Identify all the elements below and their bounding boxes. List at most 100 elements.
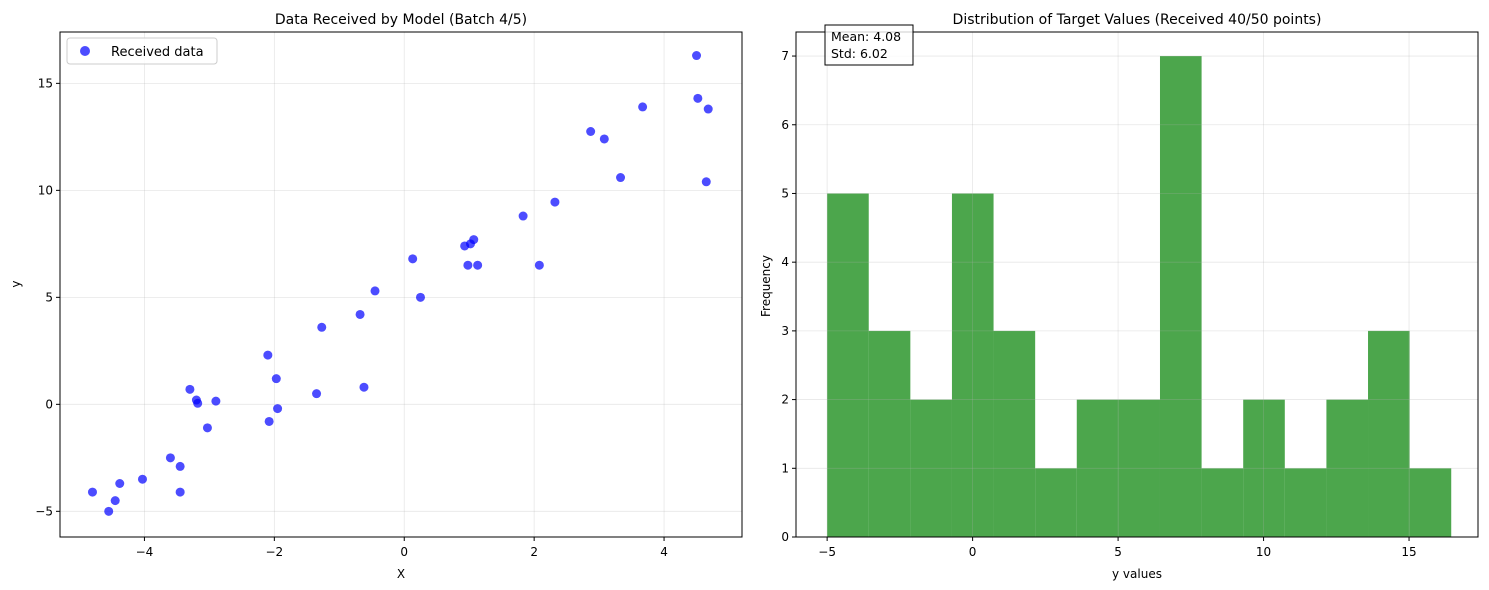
- stats-annotation: Mean: 4.08 Std: 6.02: [824, 24, 914, 66]
- histogram-y-ticks: 0 1 2 3 4 5 6 7: [781, 49, 796, 544]
- scatter-grid: [60, 32, 742, 537]
- scatter-x-tick-label: 0: [400, 545, 408, 559]
- histogram-bar: [1159, 56, 1202, 538]
- scatter-point: [193, 398, 203, 408]
- scatter-y-label: y: [9, 280, 23, 287]
- legend-box: [66, 37, 218, 65]
- scatter-plot: Data Received by Model (Batch 4/5) −4 −2 0…: [9, 12, 743, 581]
- scatter-x-ticks: −4 −2 0 2 4: [136, 537, 668, 559]
- scatter-point: [703, 104, 713, 114]
- scatter-point: [616, 173, 626, 183]
- scatter-point: [473, 260, 483, 270]
- scatter-point: [312, 389, 322, 399]
- scatter-title: Data Received by Model (Batch 4/5): [275, 12, 527, 28]
- stats-box: [824, 24, 914, 66]
- scatter-point: [550, 197, 560, 207]
- stats-std: Std: 6.02: [831, 46, 888, 61]
- scatter-point: [185, 384, 195, 394]
- scatter-frame: [59, 31, 743, 538]
- scatter-point: [211, 396, 221, 406]
- histogram-y-tick-label: 5: [781, 186, 789, 200]
- scatter-point: [273, 404, 283, 414]
- scatter-point: [638, 102, 648, 112]
- scatter-y-tick-label: 5: [45, 290, 53, 304]
- scatter-point: [463, 260, 473, 270]
- scatter-point: [355, 309, 365, 319]
- histogram-y-tick-label: 4: [781, 255, 789, 269]
- legend-label: Received data: [111, 45, 204, 60]
- scatter-point: [264, 416, 274, 426]
- scatter-x-tick-label: 4: [660, 545, 668, 559]
- histogram-bar: [1118, 399, 1160, 537]
- histogram-bar: [1243, 399, 1285, 537]
- histogram-y-label: Frequency: [759, 255, 773, 317]
- histogram-bar: [1284, 468, 1327, 537]
- histogram-y-tick-label: 3: [781, 324, 789, 338]
- histogram-y-tick-label: 6: [781, 118, 789, 132]
- scatter-point: [175, 487, 185, 497]
- histogram-bar: [951, 193, 994, 537]
- scatter-point: [370, 286, 380, 296]
- histogram-bar: [1201, 468, 1244, 537]
- scatter-x-label: X: [397, 567, 405, 581]
- histogram-bar: [1409, 468, 1452, 537]
- legend-marker: [80, 46, 90, 56]
- scatter-point: [202, 423, 212, 433]
- scatter-point: [692, 51, 702, 61]
- scatter-y-ticks: −5 0 5 10 15: [35, 76, 60, 518]
- scatter-y-tick-label: −5: [35, 504, 53, 518]
- histogram-x-tick-label: 15: [1401, 545, 1416, 559]
- histogram-x-label: y values: [1112, 567, 1162, 581]
- scatter-point: [693, 93, 703, 103]
- scatter-point: [87, 487, 97, 497]
- histogram-x-tick-label: 0: [969, 545, 977, 559]
- scatter-y-tick-label: 15: [38, 76, 53, 90]
- scatter-x-tick-label: 2: [530, 545, 538, 559]
- stats-mean: Mean: 4.08: [831, 29, 901, 44]
- histogram-bar: [1368, 330, 1410, 537]
- scatter-point: [469, 235, 479, 245]
- histogram-bar: [910, 399, 952, 537]
- scatter-point: [586, 127, 596, 137]
- scatter-point: [415, 292, 425, 302]
- scatter-point: [110, 496, 120, 506]
- scatter-point: [701, 177, 711, 187]
- histogram-bar: [1035, 468, 1077, 537]
- scatter-point: [175, 461, 185, 471]
- histogram-bar: [827, 193, 869, 537]
- histogram-bar: [868, 330, 911, 537]
- histogram-x-tick-label: −5: [818, 545, 836, 559]
- scatter-point: [317, 322, 327, 332]
- scatter-point: [104, 506, 114, 516]
- scatter-y-tick-label: 0: [45, 397, 53, 411]
- histogram-plot: Distribution of Target Values (Received …: [759, 12, 1479, 581]
- histogram-bar: [1076, 399, 1119, 537]
- histogram-y-tick-label: 2: [781, 393, 789, 407]
- histogram-y-tick-label: 7: [781, 49, 789, 63]
- scatter-point: [408, 254, 418, 264]
- scatter-points: [87, 51, 713, 516]
- scatter-x-tick-label: −2: [265, 545, 283, 559]
- scatter-point: [271, 374, 281, 384]
- scatter-point: [165, 453, 175, 463]
- histogram-bar: [993, 330, 1036, 537]
- scatter-y-tick-label: 10: [38, 183, 53, 197]
- histogram-frame: [795, 31, 1479, 538]
- histogram-title: Distribution of Target Values (Received …: [953, 12, 1322, 28]
- scatter-point: [359, 382, 369, 392]
- histogram-bars: [827, 56, 1452, 538]
- scatter-legend: Received data: [66, 37, 218, 65]
- histogram-x-tick-label: 10: [1256, 545, 1271, 559]
- histogram-y-tick-label: 1: [781, 461, 789, 475]
- histogram-x-ticks: −5 0 5 10 15: [818, 537, 1417, 559]
- histogram-x-tick-label: 5: [1114, 545, 1122, 559]
- scatter-point: [534, 260, 544, 270]
- scatter-point: [599, 134, 609, 144]
- scatter-point: [263, 350, 273, 360]
- scatter-point: [137, 474, 147, 484]
- scatter-point: [518, 211, 528, 221]
- histogram-bar: [1326, 399, 1369, 537]
- histogram-y-tick-label: 0: [781, 530, 789, 544]
- scatter-point: [115, 479, 125, 489]
